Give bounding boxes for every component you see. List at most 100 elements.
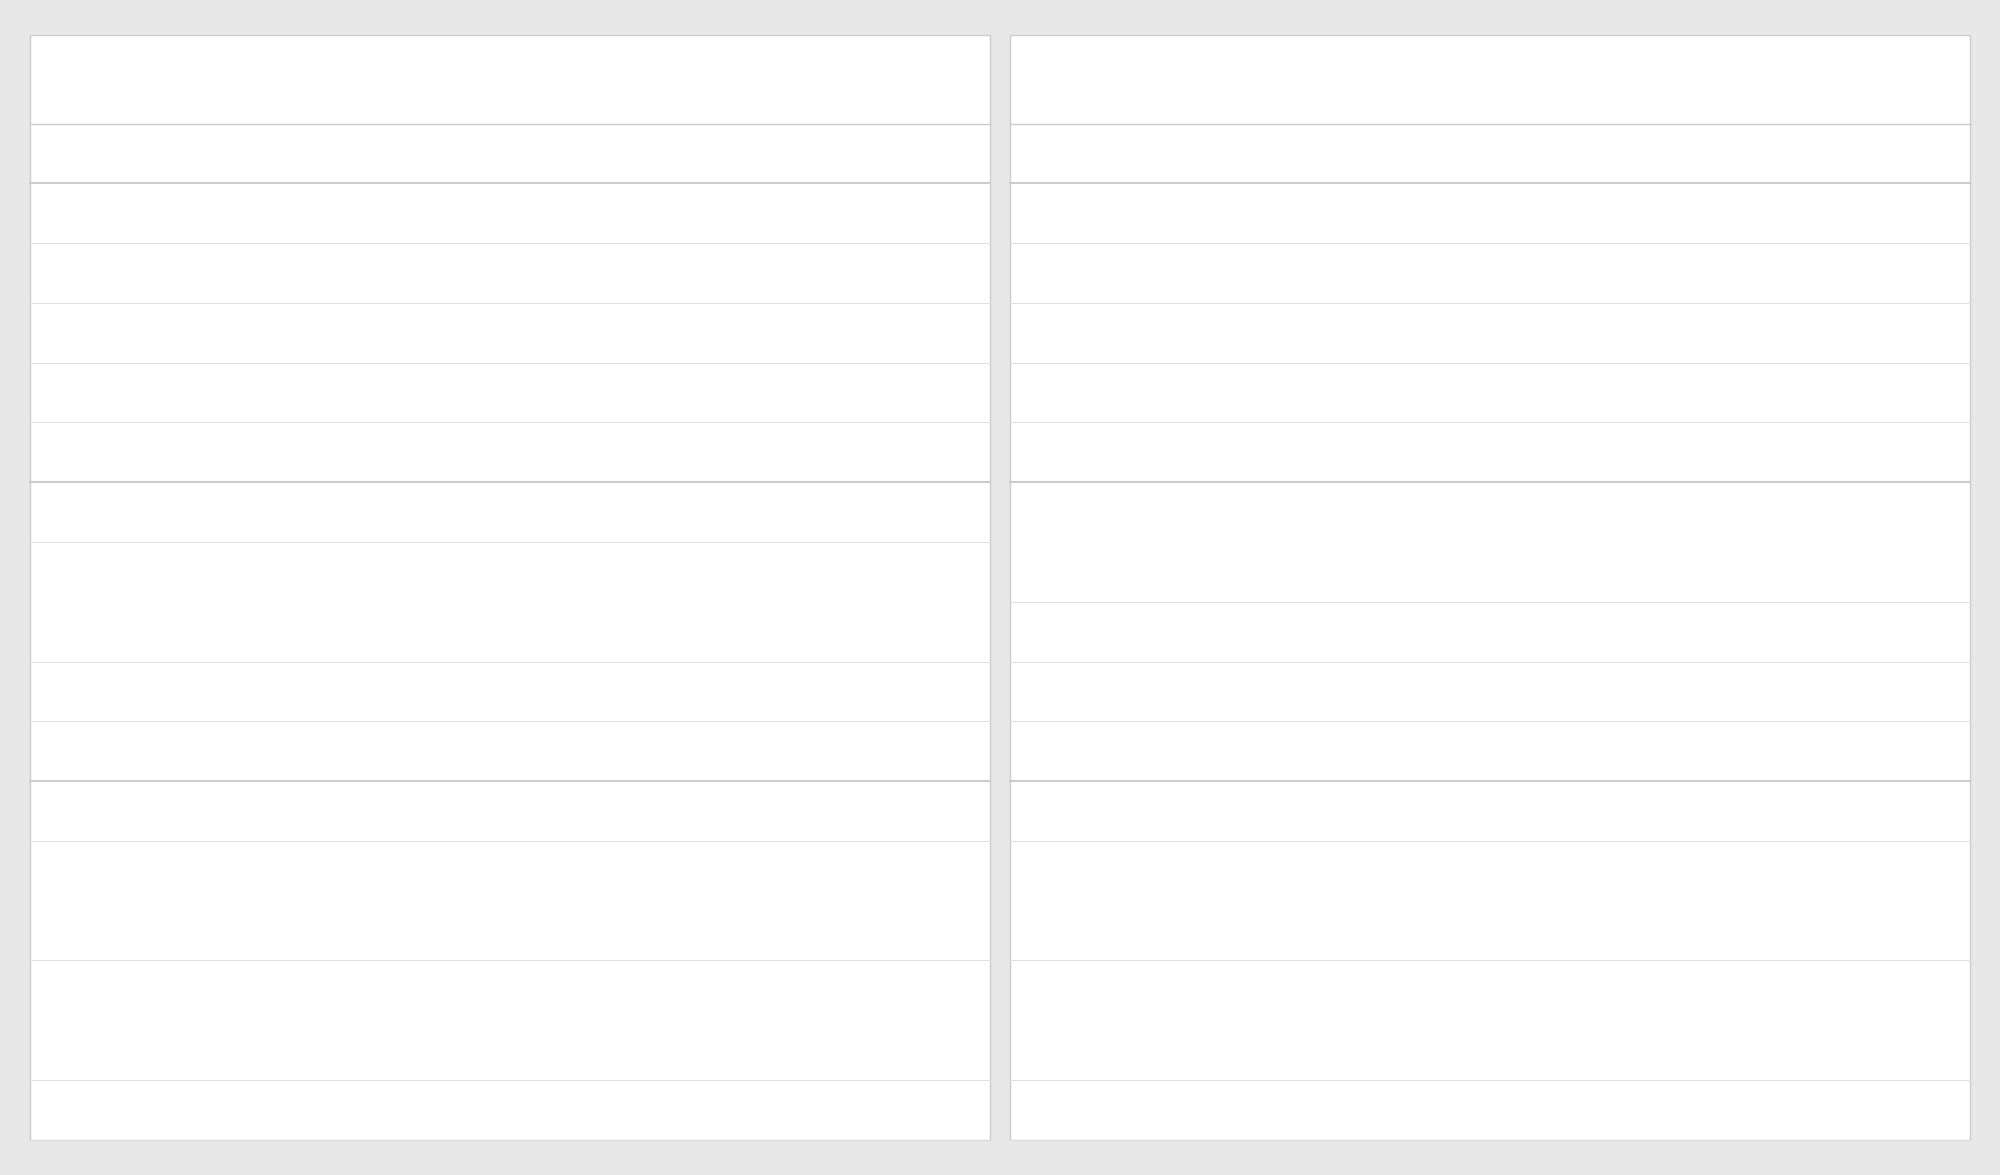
Text: 0.12: 0.12 (736, 119, 764, 128)
Text: Bruno Guimarães
Rodriguez Moura: Bruno Guimarães Rodriguez Moura (1032, 498, 1136, 526)
Bar (448, 978, 596, 1002)
Text: Martin Dúbravka: Martin Dúbravka (1032, 118, 1130, 130)
Text: 0.05: 0.05 (658, 657, 684, 666)
Text: 0: 0 (1534, 119, 1542, 128)
Text: Bruno Guimarães
Rodriguez Moura: Bruno Guimarães Rodriguez Moura (52, 558, 156, 586)
Text: 0: 0 (1534, 717, 1542, 726)
Text: xT from Dribbles: xT from Dribbles (1030, 75, 1198, 93)
Text: Jacob Murphy: Jacob Murphy (52, 714, 132, 727)
Text: Matt Targett: Matt Targett (1032, 177, 1104, 190)
Text: Joelinton Cassio
Apolinario de Lira: Joelinton Cassio Apolinario de Lira (1032, 857, 1136, 885)
Text: Miguel Ángel Almirón
Rejala: Miguel Ángel Almirón Rejala (1032, 975, 1158, 1005)
Text: -0.002: -0.002 (550, 357, 590, 368)
Text: Joelinton Cassio
Apolinario de Lira: Joelinton Cassio Apolinario de Lira (52, 976, 156, 1005)
Bar (530, 656, 596, 667)
Text: 0: 0 (1552, 657, 1560, 666)
Bar (1548, 596, 1556, 607)
Text: 0.002: 0.002 (1558, 179, 1592, 188)
Text: Dan Burn: Dan Burn (1032, 416, 1088, 429)
Text: Jonjo Shelvey: Jonjo Shelvey (1032, 596, 1110, 609)
Bar (584, 1074, 596, 1086)
Bar (592, 296, 596, 309)
Text: Fabian Schär: Fabian Schär (1032, 296, 1108, 309)
Text: -0.011: -0.011 (540, 1075, 580, 1085)
Text: 0: 0 (1552, 986, 1560, 995)
Bar (596, 1074, 608, 1086)
Bar (1548, 177, 1554, 189)
Text: Jonjo Shelvey: Jonjo Shelvey (52, 476, 130, 489)
Bar (548, 476, 596, 489)
Bar (596, 296, 654, 309)
Text: 0: 0 (1552, 298, 1560, 308)
Text: Christopher Wood: Christopher Wood (1032, 1074, 1138, 1087)
Text: Christopher Wood: Christopher Wood (52, 1074, 158, 1087)
Text: -0.001: -0.001 (1500, 508, 1540, 517)
Text: 0: 0 (1534, 1075, 1542, 1085)
Bar (1548, 774, 1728, 787)
Text: Dan Burn: Dan Burn (52, 356, 108, 369)
Bar (596, 656, 654, 667)
Bar (1544, 499, 1548, 524)
Text: Emil Krafth: Emil Krafth (1032, 356, 1098, 369)
Bar (596, 858, 698, 884)
Text: 0: 0 (584, 717, 592, 726)
Bar (1516, 656, 1548, 667)
Text: 0.102: 0.102 (1872, 508, 1906, 517)
Text: 0: 0 (1534, 777, 1542, 786)
Text: 0.03: 0.03 (636, 357, 662, 368)
Text: Martin Dúbravka: Martin Dúbravka (52, 118, 150, 130)
Bar (596, 177, 742, 189)
Text: -0.022: -0.022 (528, 866, 568, 875)
Text: Allan Saint-Maximin: Allan Saint-Maximin (52, 774, 170, 787)
Text: -0.005: -0.005 (1488, 357, 1526, 368)
Text: 0.058: 0.058 (1734, 777, 1768, 786)
Text: -0.014: -0.014 (1458, 986, 1498, 995)
Text: 0: 0 (1552, 357, 1560, 368)
Text: 0: 0 (1552, 1075, 1560, 1085)
Text: 0.08: 0.08 (692, 239, 718, 248)
Text: 0.05: 0.05 (658, 298, 684, 308)
Bar (596, 559, 776, 584)
Text: 0.13: 0.13 (748, 179, 774, 188)
Text: -0.005: -0.005 (548, 298, 586, 308)
Text: Fabian Schär: Fabian Schär (52, 296, 128, 309)
Text: -0.132: -0.132 (404, 986, 444, 995)
Text: 0.02: 0.02 (624, 417, 652, 428)
Bar (1548, 499, 1866, 524)
Bar (594, 416, 596, 429)
Bar (572, 237, 596, 249)
Text: -0.026: -0.026 (1422, 866, 1460, 875)
Bar (596, 118, 732, 130)
Text: 0: 0 (1552, 417, 1560, 428)
Text: -0.078: -0.078 (464, 777, 504, 786)
Bar (470, 559, 596, 584)
Text: -0.002: -0.002 (550, 417, 590, 428)
Text: 0: 0 (1534, 239, 1542, 248)
Text: 0: 0 (1534, 597, 1542, 606)
Bar (1504, 978, 1548, 1002)
Bar (596, 237, 686, 249)
Bar (596, 978, 630, 1002)
Text: 0: 0 (1552, 717, 1560, 726)
Bar (594, 356, 596, 369)
Text: 0: 0 (1552, 119, 1560, 128)
Text: 0.16: 0.16 (782, 566, 808, 577)
Text: 0: 0 (1534, 179, 1542, 188)
Text: 0.01: 0.01 (612, 717, 640, 726)
Text: Joe Willock: Joe Willock (52, 656, 116, 669)
Text: 0.15: 0.15 (770, 777, 798, 786)
Bar (596, 356, 630, 369)
Text: 0.01: 0.01 (612, 1075, 640, 1085)
Bar (510, 774, 596, 787)
Bar (596, 774, 766, 787)
Text: -0.113: -0.113 (426, 566, 466, 577)
Bar (572, 858, 596, 884)
Bar (1532, 356, 1548, 369)
Text: Joe Willock: Joe Willock (1032, 656, 1096, 669)
Bar (596, 476, 888, 489)
Text: -0.023: -0.023 (526, 239, 566, 248)
Text: -0.01: -0.01 (1480, 657, 1512, 666)
Text: Jamaal Lascelles: Jamaal Lascelles (1032, 236, 1130, 249)
Text: 0.03: 0.03 (636, 986, 662, 995)
Text: Jamaal Lascelles: Jamaal Lascelles (52, 416, 150, 429)
